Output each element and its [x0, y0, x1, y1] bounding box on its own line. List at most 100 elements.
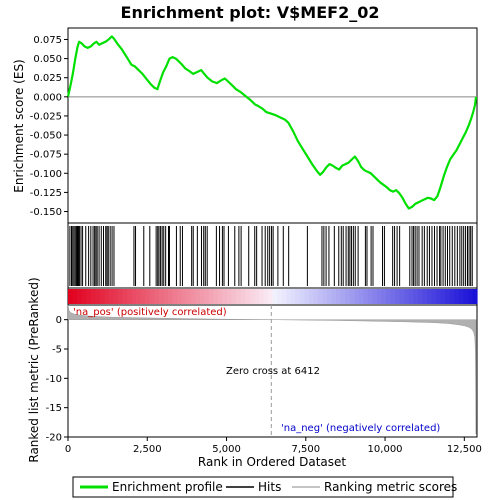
gradient-segment	[295, 289, 301, 304]
metric-panel-frame	[67, 304, 478, 438]
gradient-segment	[222, 289, 228, 304]
enrichment-profile-line	[66, 35, 478, 210]
metric-y-tick-label: -10	[46, 374, 62, 385]
gradient-segment	[436, 289, 442, 304]
gradient-segment	[213, 289, 219, 304]
gradient-segment	[322, 289, 328, 304]
gradient-segment	[199, 289, 205, 304]
gradient-segment	[277, 289, 283, 304]
gradient-segment	[381, 289, 387, 304]
es-y-tick-label: -0.050	[30, 131, 62, 142]
es-panel	[66, 35, 478, 210]
gradient-segment	[240, 289, 246, 304]
gradient-segment	[304, 289, 310, 304]
gradient-segment	[267, 289, 274, 304]
gradient-segment	[167, 289, 174, 304]
gradient-segment	[386, 289, 392, 304]
annotation-positive: 'na_pos' (positively correlated)	[73, 307, 227, 318]
gradient-segment	[463, 289, 469, 304]
gradient-segment	[136, 289, 142, 304]
gradient-segment	[263, 289, 269, 304]
gradient-segment	[467, 289, 474, 304]
es-y-tick-label: 0.075	[33, 35, 62, 46]
metric-y-tick-label: -15	[46, 403, 62, 414]
gradient-segment	[99, 289, 105, 304]
gradient-segment	[449, 289, 455, 304]
legend-label-metric: Ranking metric scores	[324, 480, 457, 494]
es-y-tick-label: -0.100	[30, 169, 62, 180]
metric-y-tick-label: -5	[52, 345, 62, 356]
es-y-tick-label: 0.050	[33, 54, 62, 65]
gradient-segment	[281, 289, 287, 304]
gradient-segment	[81, 289, 87, 304]
gradient-segment	[354, 289, 360, 304]
gradient-segment	[327, 289, 333, 304]
gradient-segment	[358, 289, 364, 304]
gradient-segment	[140, 289, 146, 304]
es-y-tick-label: -0.125	[30, 188, 62, 199]
hit-markers	[69, 226, 473, 286]
gradient-segment	[227, 289, 233, 304]
gradient-segment	[427, 289, 433, 304]
gradient-segment	[445, 289, 451, 304]
gradient-segment	[190, 289, 196, 304]
gradient-segment	[113, 289, 119, 304]
es-panel-frame	[67, 27, 478, 224]
gradient-segment	[408, 289, 414, 304]
gradient-segment	[108, 289, 115, 304]
gradient-segment	[272, 289, 278, 304]
gradient-segment	[177, 289, 183, 304]
gradient-segment	[290, 289, 296, 304]
gradient-segment	[195, 289, 201, 304]
gradient-segment	[372, 289, 378, 304]
gradient-segment	[217, 289, 224, 304]
gradient-segment	[422, 289, 428, 304]
gradient-segment	[299, 289, 305, 304]
gradient-segment	[440, 289, 446, 304]
gradient-segment	[345, 289, 351, 304]
gradient-segment	[149, 289, 155, 304]
gradient-segment	[145, 289, 151, 304]
x-tick-label: 2,500	[133, 444, 162, 455]
gradient-segment	[90, 289, 96, 304]
gradient-segment	[399, 289, 405, 304]
annotation-zero-cross: Zero cross at 6412	[226, 366, 320, 377]
gradient-segment	[249, 289, 255, 304]
metric-y-axis: 0 -5 -10 -15 -20	[46, 315, 68, 444]
gradient-segment	[313, 289, 319, 304]
gradient-segment	[104, 289, 110, 304]
gradient-segment	[127, 289, 133, 304]
gradient-segment	[286, 289, 292, 304]
gradient-segment	[163, 289, 169, 304]
legend-label-hits: Hits	[258, 480, 281, 494]
gradient-segment	[86, 289, 92, 304]
legend-label-enrichment: Enrichment profile	[112, 480, 223, 494]
x-tick-label: 7,500	[291, 444, 320, 455]
gradient-segment	[77, 289, 83, 304]
gradient-segment	[331, 289, 337, 304]
x-tick-label: 12,500	[447, 444, 482, 455]
gradient-segment	[158, 289, 165, 304]
gradient-segment	[340, 289, 346, 304]
gradient-segment	[172, 289, 178, 304]
legend-box	[72, 476, 454, 498]
metric-y-axis-title: Ranked list metric (PreRanked)	[27, 277, 41, 462]
gradient-segment	[204, 289, 210, 304]
x-tick-label: 10,000	[368, 444, 403, 455]
rank-gradient-bar	[68, 289, 478, 304]
gradient-segment	[236, 289, 242, 304]
gradient-segment	[154, 289, 160, 304]
x-axis: 0 2,500 5,000 7,500 10,000 12,500	[65, 437, 482, 455]
gradient-segment	[349, 289, 355, 304]
metric-y-tick-label: 0	[56, 315, 62, 326]
gradient-segment	[186, 289, 192, 304]
gradient-segment	[245, 289, 251, 304]
gradient-segment	[122, 289, 128, 304]
metric-y-tick-label: -20	[46, 433, 62, 444]
gradient-segment	[472, 289, 478, 304]
gradient-segment	[404, 289, 410, 304]
gradient-segment	[367, 289, 374, 304]
hits-panel-frame	[67, 222, 478, 289]
ranking-metric-area	[67, 304, 477, 435]
